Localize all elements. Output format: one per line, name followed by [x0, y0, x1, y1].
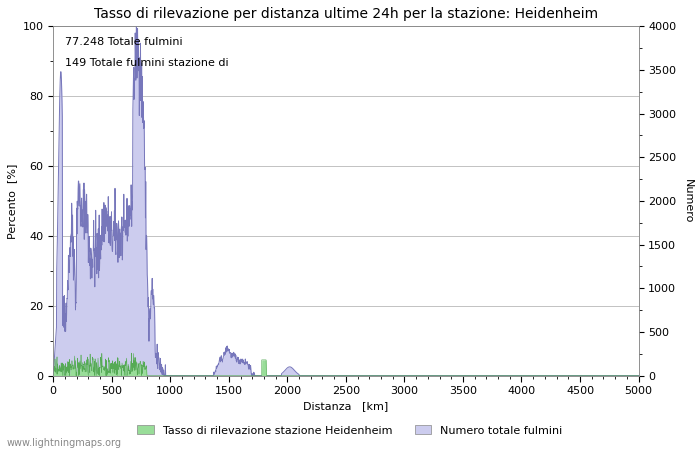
Text: 77.248 Totale fulmini: 77.248 Totale fulmini: [65, 37, 183, 47]
X-axis label: Distanza   [km]: Distanza [km]: [303, 401, 389, 412]
Title: Tasso di rilevazione per distanza ultime 24h per la stazione: Heidenheim: Tasso di rilevazione per distanza ultime…: [94, 7, 598, 21]
Y-axis label: Percento  [%]: Percento [%]: [7, 163, 17, 238]
Text: 149 Totale fulmini stazione di: 149 Totale fulmini stazione di: [65, 58, 229, 68]
Legend: Tasso di rilevazione stazione Heidenheim, Numero totale fulmini: Tasso di rilevazione stazione Heidenheim…: [133, 421, 567, 440]
Text: www.lightningmaps.org: www.lightningmaps.org: [7, 438, 122, 448]
Y-axis label: Numero: Numero: [683, 179, 693, 223]
